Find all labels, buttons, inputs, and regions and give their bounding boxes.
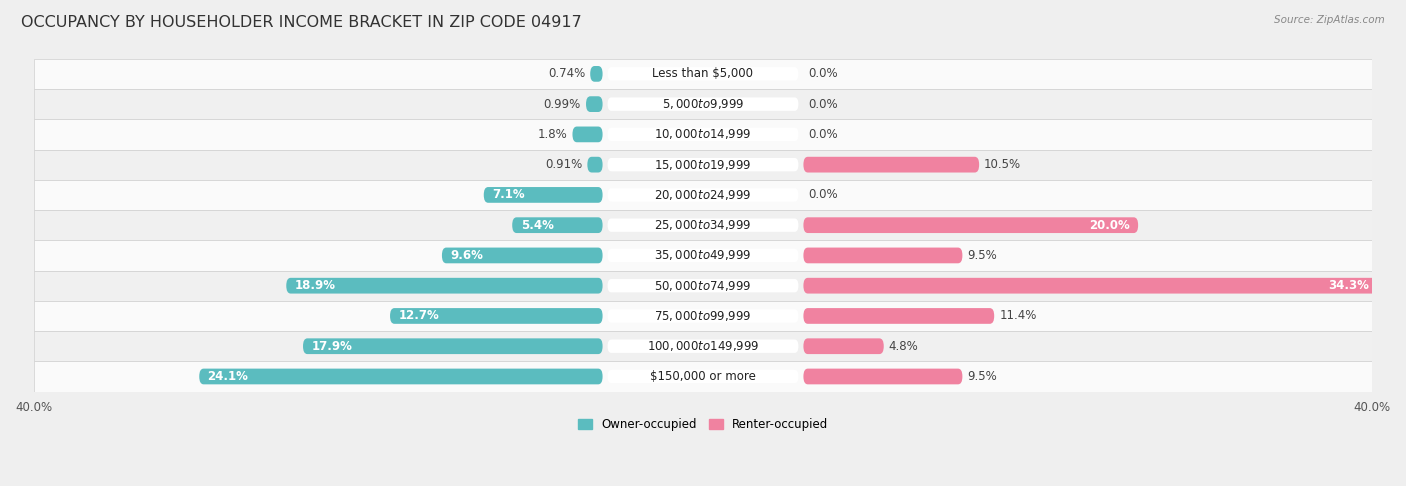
Text: 0.91%: 0.91% <box>546 158 582 171</box>
FancyBboxPatch shape <box>607 279 799 293</box>
Text: 9.5%: 9.5% <box>967 370 997 383</box>
FancyBboxPatch shape <box>803 308 994 324</box>
Text: $10,000 to $14,999: $10,000 to $14,999 <box>654 127 752 141</box>
Text: $150,000 or more: $150,000 or more <box>650 370 756 383</box>
FancyBboxPatch shape <box>34 150 1372 180</box>
FancyBboxPatch shape <box>607 158 799 172</box>
Text: 12.7%: 12.7% <box>398 310 439 322</box>
FancyBboxPatch shape <box>389 308 603 324</box>
Text: 0.0%: 0.0% <box>808 128 838 141</box>
FancyBboxPatch shape <box>34 240 1372 271</box>
Text: 9.5%: 9.5% <box>967 249 997 262</box>
Text: 0.74%: 0.74% <box>548 68 585 80</box>
FancyBboxPatch shape <box>34 89 1372 119</box>
FancyBboxPatch shape <box>34 180 1372 210</box>
FancyBboxPatch shape <box>607 128 799 141</box>
FancyBboxPatch shape <box>803 368 963 384</box>
Text: $20,000 to $24,999: $20,000 to $24,999 <box>654 188 752 202</box>
FancyBboxPatch shape <box>287 278 603 294</box>
FancyBboxPatch shape <box>34 331 1372 362</box>
Text: 9.6%: 9.6% <box>450 249 484 262</box>
FancyBboxPatch shape <box>803 278 1378 294</box>
FancyBboxPatch shape <box>484 187 603 203</box>
Text: $75,000 to $99,999: $75,000 to $99,999 <box>654 309 752 323</box>
Text: $35,000 to $49,999: $35,000 to $49,999 <box>654 248 752 262</box>
Legend: Owner-occupied, Renter-occupied: Owner-occupied, Renter-occupied <box>572 413 834 435</box>
Text: 24.1%: 24.1% <box>208 370 249 383</box>
Text: 11.4%: 11.4% <box>1000 310 1036 322</box>
Text: OCCUPANCY BY HOUSEHOLDER INCOME BRACKET IN ZIP CODE 04917: OCCUPANCY BY HOUSEHOLDER INCOME BRACKET … <box>21 15 582 30</box>
FancyBboxPatch shape <box>34 362 1372 392</box>
FancyBboxPatch shape <box>607 309 799 323</box>
FancyBboxPatch shape <box>607 370 799 383</box>
Text: 0.0%: 0.0% <box>808 189 838 201</box>
FancyBboxPatch shape <box>572 126 603 142</box>
FancyBboxPatch shape <box>607 340 799 353</box>
Text: 5.4%: 5.4% <box>520 219 554 232</box>
FancyBboxPatch shape <box>591 66 603 82</box>
Text: 0.99%: 0.99% <box>544 98 581 111</box>
Text: 10.5%: 10.5% <box>984 158 1021 171</box>
FancyBboxPatch shape <box>607 219 799 232</box>
FancyBboxPatch shape <box>607 98 799 111</box>
Text: $50,000 to $74,999: $50,000 to $74,999 <box>654 278 752 293</box>
Text: 0.0%: 0.0% <box>808 68 838 80</box>
FancyBboxPatch shape <box>607 249 799 262</box>
Text: Less than $5,000: Less than $5,000 <box>652 68 754 80</box>
FancyBboxPatch shape <box>803 247 963 263</box>
FancyBboxPatch shape <box>607 67 799 81</box>
Text: 17.9%: 17.9% <box>311 340 353 353</box>
Text: 0.0%: 0.0% <box>808 98 838 111</box>
FancyBboxPatch shape <box>803 338 884 354</box>
Text: 7.1%: 7.1% <box>492 189 524 201</box>
FancyBboxPatch shape <box>803 157 979 173</box>
FancyBboxPatch shape <box>34 210 1372 240</box>
Text: 18.9%: 18.9% <box>295 279 336 292</box>
Text: 20.0%: 20.0% <box>1090 219 1130 232</box>
FancyBboxPatch shape <box>512 217 603 233</box>
Text: 4.8%: 4.8% <box>889 340 918 353</box>
FancyBboxPatch shape <box>34 271 1372 301</box>
FancyBboxPatch shape <box>588 157 603 173</box>
FancyBboxPatch shape <box>803 217 1137 233</box>
Text: 34.3%: 34.3% <box>1329 279 1369 292</box>
FancyBboxPatch shape <box>304 338 603 354</box>
Text: $15,000 to $19,999: $15,000 to $19,999 <box>654 157 752 172</box>
FancyBboxPatch shape <box>586 96 603 112</box>
Text: $25,000 to $34,999: $25,000 to $34,999 <box>654 218 752 232</box>
FancyBboxPatch shape <box>34 59 1372 89</box>
Text: 1.8%: 1.8% <box>537 128 568 141</box>
FancyBboxPatch shape <box>34 301 1372 331</box>
Text: Source: ZipAtlas.com: Source: ZipAtlas.com <box>1274 15 1385 25</box>
FancyBboxPatch shape <box>34 119 1372 150</box>
FancyBboxPatch shape <box>200 368 603 384</box>
Text: $100,000 to $149,999: $100,000 to $149,999 <box>647 339 759 353</box>
Text: $5,000 to $9,999: $5,000 to $9,999 <box>662 97 744 111</box>
FancyBboxPatch shape <box>607 188 799 202</box>
FancyBboxPatch shape <box>441 247 603 263</box>
